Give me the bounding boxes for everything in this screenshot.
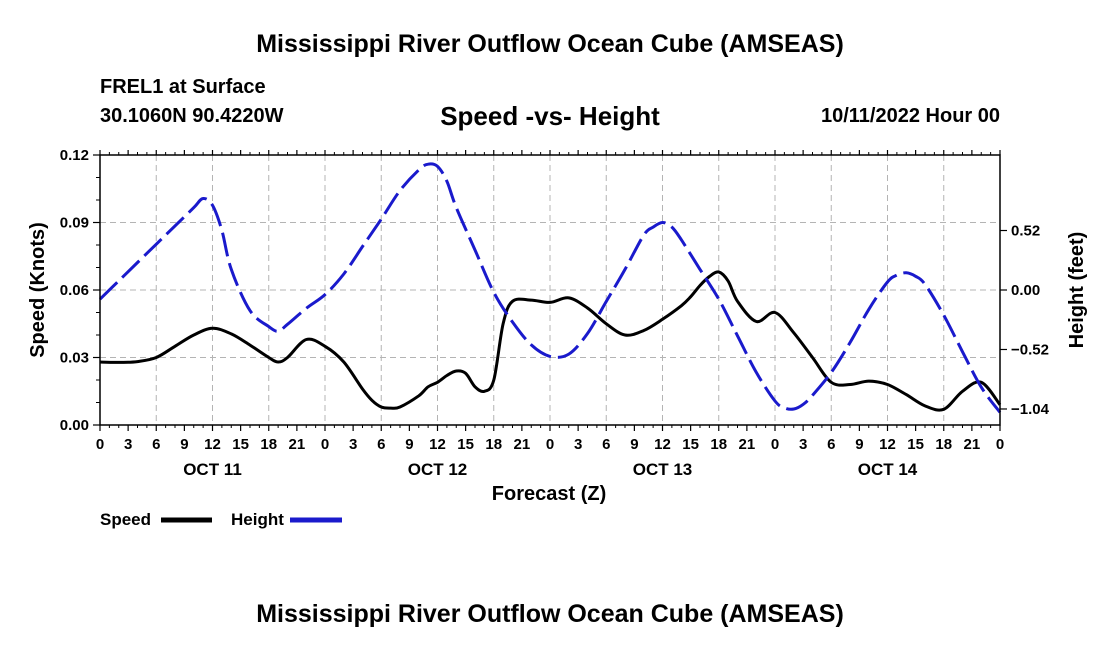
y-axis-label: Speed (Knots) [27,222,49,358]
station-label: FREL1 at Surface [100,76,266,98]
x-tick-label: 9 [630,436,638,453]
x-tick-label: 0 [996,436,1004,453]
x-tick-label: 15 [457,436,474,453]
x-tick-label: 0 [771,436,779,453]
speed-height-chart: 0 3 6 9 12 15 18 21 0 3 6 9 12 15 18 21 0 3 6 9 12 15 18 21 0 3 6 9… [27,147,1088,529]
x-tick-label: 12 [879,436,896,453]
coordinates-label: 30.1060N 90.4220W [100,105,284,127]
y-tick-label: 0.00 [60,417,89,434]
x-tick-label: 3 [124,436,132,453]
x-tick-label: 18 [710,436,727,453]
x-tick-label: 6 [152,436,160,453]
legend-speed-label: Speed [100,510,151,529]
height-line [98,162,1002,414]
y2-tick-label: 0.52 [1011,223,1040,240]
y-tick-label: 0.06 [60,282,89,299]
x-tick-label: 18 [485,436,502,453]
forecast-datetime: 10/11/2022 Hour 00 [820,105,1000,127]
x-tick-label: 9 [180,436,188,453]
x-tick-label: 15 [907,436,924,453]
y2-tick-label: −0.52 [1011,341,1049,358]
day-label: OCT 14 [858,460,918,479]
x-tick-label: 9 [855,436,863,453]
y2-axis-label: Height (feet) [1066,232,1088,349]
x-tick-label: 15 [682,436,699,453]
x-tick-label: 0 [546,436,554,453]
speed-line [99,270,1002,412]
x-tick-label: 0 [96,436,104,453]
x-tick-label: 21 [289,436,306,453]
x-tick-label: 12 [654,436,671,453]
y2-tick-label: −1.04 [1011,401,1050,418]
x-tick-label: 12 [429,436,446,453]
x-tick-label: 18 [260,436,277,453]
x-tick-label: 21 [739,436,756,453]
y2-tick-label: 0.00 [1011,282,1040,299]
x-tick-label: 15 [232,436,249,453]
x-tick-label: 21 [514,436,531,453]
grid [100,155,1000,425]
x-tick-label: 21 [964,436,981,453]
x-tick-label: 3 [349,436,357,453]
x-tick-label: 6 [602,436,610,453]
chart-subtitle: Speed -vs- Height [440,101,660,131]
x-tick-label: 0 [321,436,329,453]
x-tick-label: 18 [935,436,952,453]
day-label: OCT 11 [183,460,242,479]
x-tick-label: 9 [405,436,413,453]
y-tick-label: 0.12 [60,147,89,164]
x-tick-label: 3 [574,436,582,453]
x-tick-label: 12 [204,436,221,453]
legend: Speed Height [100,510,342,529]
y-tick-label: 0.03 [60,350,89,367]
legend-height-label: Height [231,510,284,529]
day-label: OCT 12 [408,460,468,479]
y-tick-label: 0.09 [60,215,89,232]
x-tick-label: 6 [377,436,385,453]
x-axis-label: Forecast (Z) [492,483,606,505]
main-title: Mississippi River Outflow Ocean Cube (AM… [256,30,844,58]
day-label: OCT 13 [633,460,693,479]
x-tick-label: 3 [799,436,807,453]
footer-title: Mississippi River Outflow Ocean Cube (AM… [256,600,844,628]
x-tick-label: 6 [827,436,835,453]
